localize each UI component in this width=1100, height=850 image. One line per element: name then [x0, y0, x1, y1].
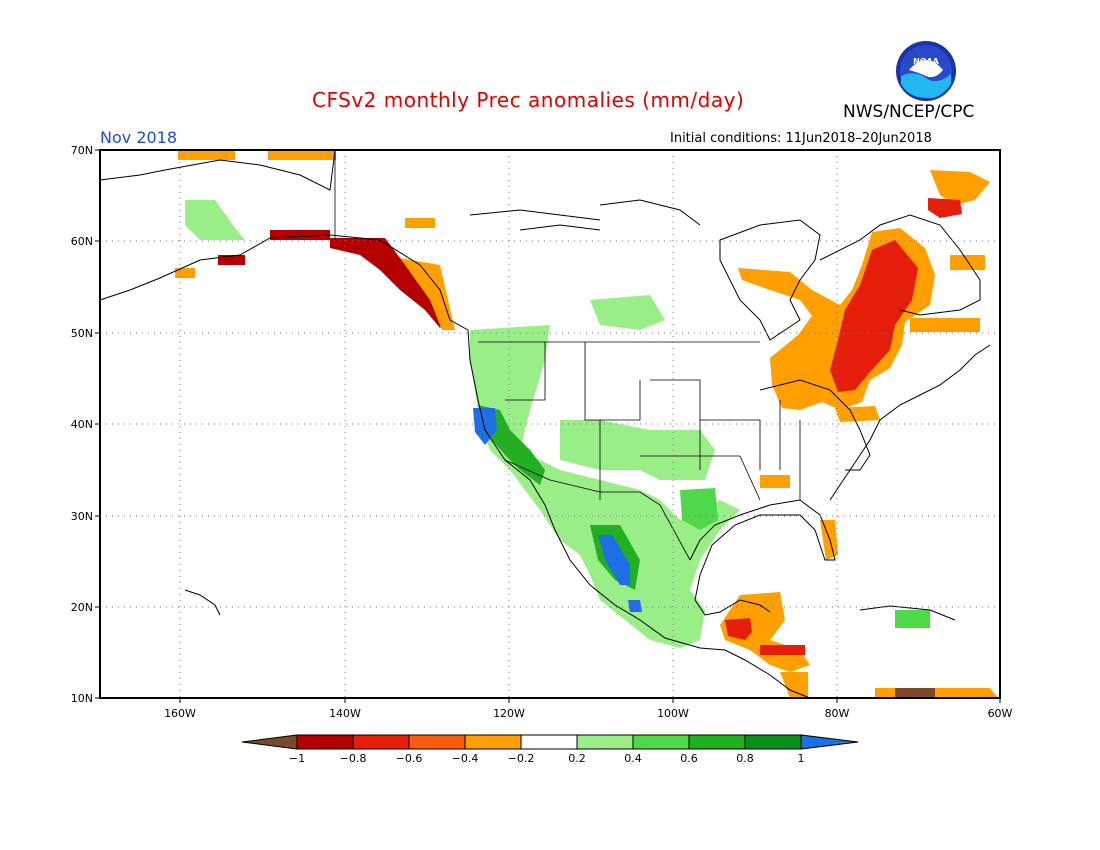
- anomaly-wetter-ca: [478, 405, 545, 485]
- lon-label: 140W: [329, 707, 361, 720]
- anomaly-wetter-texas: [680, 488, 718, 530]
- initial-conditions-label: Initial conditions: 11Jun2018–20Jun2018: [670, 131, 932, 146]
- anomaly-wetter-mexico: [590, 525, 640, 590]
- map-frame: [99, 149, 1001, 699]
- colorbar-segment: [296, 734, 354, 750]
- coastlines: [99, 149, 991, 699]
- anomaly-drier-centam: [725, 618, 752, 640]
- lat-label: 40N: [71, 418, 93, 431]
- agency-label: NWS/NCEP/CPC: [843, 102, 975, 122]
- political-borders: [334, 150, 801, 561]
- anomaly-drier-alaska-gulf: [270, 230, 330, 240]
- anomaly-dry-quebec: [738, 228, 935, 410]
- anomaly-dry-alaska-pen: [175, 268, 195, 278]
- colorbar-tick: −1: [289, 752, 305, 765]
- colorbar-tick: 0.4: [624, 752, 642, 765]
- anomaly-wet-west: [470, 325, 740, 648]
- colorbar-tick: 0.8: [736, 752, 754, 765]
- lon-label: 120W: [493, 707, 525, 720]
- colorbar-segment: [520, 734, 578, 750]
- colorbar-segment-lt-neg1: [241, 734, 298, 750]
- lat-label: 30N: [71, 510, 93, 523]
- anomaly-dry-labrador: [930, 170, 990, 205]
- colorbar-tick: −0.2: [508, 752, 535, 765]
- anomaly-wet-carib: [895, 610, 930, 628]
- anomaly-dry-fl: [820, 520, 838, 560]
- anomaly-drier-labrador: [928, 198, 962, 218]
- noaa-logo-icon: NOAA: [896, 41, 956, 101]
- colorbar-tick: 0.2: [568, 752, 586, 765]
- anomaly-dry-se: [760, 475, 790, 488]
- colorbar-segment: [464, 734, 522, 750]
- anomaly-dry-alaska-top1: [178, 150, 235, 160]
- colorbar-tick: −0.8: [340, 752, 367, 765]
- anomaly-verydry-sa: [895, 688, 935, 698]
- anomaly-dry-east1: [950, 255, 985, 270]
- colorbar-segment: [408, 734, 466, 750]
- colorbar-segment: [744, 734, 802, 750]
- lat-label: 70N: [71, 144, 93, 157]
- anomaly-dry-alaska-top2: [268, 150, 336, 160]
- anomaly-dry-bc1: [405, 218, 435, 228]
- chart-title: CFSv2 monthly Prec anomalies (mm/day): [312, 88, 745, 112]
- anomaly-dry-east2: [835, 406, 880, 422]
- anomaly-wet-plains: [560, 420, 715, 480]
- anomaly-wet-alaska: [185, 200, 245, 240]
- colorbar-segment: [576, 734, 634, 750]
- lon-label: 100W: [657, 707, 689, 720]
- colorbar-segment-gt-1: [800, 734, 859, 750]
- colorbar-segment: [352, 734, 410, 750]
- lat-label: 10N: [71, 692, 93, 705]
- colorbar-segment: [688, 734, 746, 750]
- svg-text:NOAA: NOAA: [913, 57, 939, 66]
- colorbar-segment: [632, 734, 690, 750]
- gridlines: [100, 150, 1000, 698]
- colorbar-tick: 0.6: [680, 752, 698, 765]
- colorbar: [241, 734, 859, 750]
- valid-month-label: Nov 2018: [100, 128, 178, 147]
- lat-label: 60N: [71, 235, 93, 248]
- lon-label: 60W: [988, 707, 1013, 720]
- anomaly-very-wet-ca: [473, 408, 497, 445]
- anomaly-drier-quebec: [830, 240, 918, 392]
- lon-label: 160W: [164, 707, 196, 720]
- anomaly-shading: [175, 150, 998, 698]
- anomaly-drier-panhandle: [330, 238, 448, 328]
- anomaly-very-wet-mexico: [598, 535, 630, 585]
- anomaly-dry-centam: [720, 592, 810, 672]
- lon-label: 80W: [825, 707, 850, 720]
- anomaly-drier-alaska-pen: [218, 255, 245, 265]
- anomaly-drier-centam2: [760, 645, 805, 655]
- anomaly-wet-north: [590, 295, 665, 330]
- lat-label: 50N: [71, 327, 93, 340]
- colorbar-tick: 1: [798, 752, 805, 765]
- colorbar-tick: −0.4: [452, 752, 479, 765]
- anomaly-dry-sa: [875, 688, 998, 698]
- colorbar-tick: −0.6: [396, 752, 423, 765]
- anomaly-dry-nfld: [910, 318, 980, 332]
- anomaly-very-wet-mexico2: [628, 600, 642, 612]
- lat-label: 20N: [71, 601, 93, 614]
- anomaly-dry-panhandle-edge: [400, 258, 455, 330]
- anomaly-dry-panama: [780, 672, 808, 698]
